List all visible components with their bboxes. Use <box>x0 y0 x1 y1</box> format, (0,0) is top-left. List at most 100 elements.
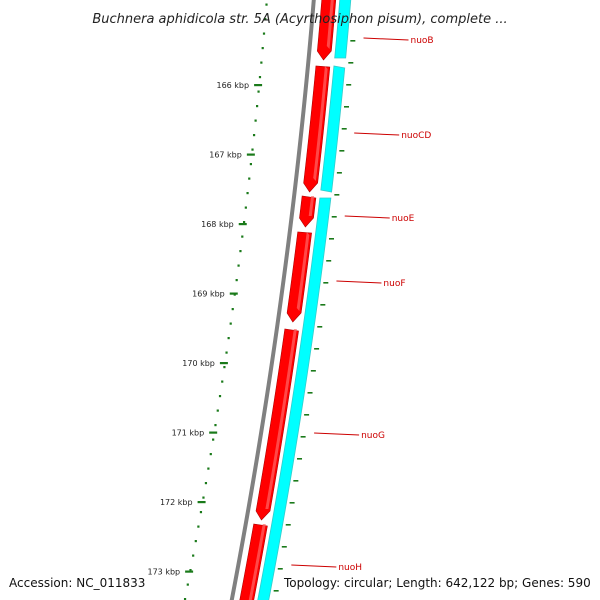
scale-dot <box>202 496 205 499</box>
track-mark <box>285 524 291 526</box>
scale-dot <box>251 148 254 151</box>
scale-dot <box>239 250 242 253</box>
scale-tick-label: 173 kbp <box>148 568 181 577</box>
scale-dot <box>257 90 260 93</box>
track-mark <box>326 260 332 262</box>
scale-dot <box>197 525 200 528</box>
scale-dot <box>249 163 252 166</box>
kbp-scale: 166 kbp 167 kbp 168 kbp 169 kbp 170 kbp 171 k… <box>148 3 356 600</box>
scale-dot <box>241 235 244 238</box>
scale-dot <box>218 395 222 398</box>
track-mark <box>350 40 356 42</box>
scale-tick-label: 170 kbp <box>182 359 215 368</box>
gene-label-nuoF: nuoF <box>383 279 405 289</box>
scale-tick-label: 168 kbp <box>201 220 234 229</box>
gene-feature-highlight <box>308 196 315 216</box>
scale-dot <box>248 177 251 180</box>
scale-dot <box>221 380 224 383</box>
gene-feature-highlight <box>313 66 328 181</box>
track-mark <box>273 590 279 592</box>
track-mark <box>317 326 323 328</box>
scale-dot <box>216 409 219 412</box>
scale-dot <box>189 569 192 572</box>
scale-dot <box>227 337 230 340</box>
track-mark <box>331 216 337 218</box>
gene-leader-line <box>291 564 337 568</box>
reverse-strand-feature <box>320 65 346 193</box>
scale-dot <box>237 264 240 267</box>
track-mark <box>346 84 352 86</box>
scale-tick-label: 166 kbp <box>216 81 249 90</box>
track-mark <box>304 414 310 416</box>
scale-dot <box>244 206 247 209</box>
topology-summary: Topology: circular; Length: 642,122 bp; … <box>283 576 591 590</box>
scale-dot <box>194 540 197 543</box>
gene-feature-highlight <box>248 524 266 600</box>
scale-dot <box>212 438 215 441</box>
scale-dot <box>204 482 208 485</box>
scale-dot <box>254 119 257 122</box>
gene-leader-line <box>363 37 409 41</box>
track-mark <box>323 282 329 284</box>
gene-leader-line <box>314 432 360 436</box>
gene-label-nuoG: nuoG <box>361 431 385 441</box>
scale-dot <box>231 308 234 311</box>
scale-dot <box>258 76 262 79</box>
gene-feature-highlight <box>326 0 334 49</box>
scale-tick <box>254 84 263 87</box>
scale-dot <box>199 511 203 514</box>
track-mark <box>320 304 326 306</box>
scale-dot <box>235 279 238 282</box>
track-mark <box>300 436 306 438</box>
track-mark <box>341 128 347 130</box>
scale-tick-label: 172 kbp <box>160 498 193 507</box>
gene-feature <box>317 0 337 61</box>
track-mark <box>344 106 350 108</box>
scale-dot <box>186 583 189 586</box>
scale-tick <box>185 570 194 573</box>
scale-dot <box>262 32 266 35</box>
scale-dot <box>207 467 210 470</box>
track-mark <box>307 392 313 394</box>
genome-backbone <box>229 0 316 600</box>
gene-leader-line <box>336 280 382 284</box>
gene-label-nuoB: nuoB <box>411 36 434 46</box>
scale-dot <box>265 3 268 6</box>
scale-tick-label: 171 kbp <box>172 429 205 438</box>
track-mark <box>336 172 342 174</box>
scale-tick <box>197 501 206 504</box>
track-mark <box>348 62 354 64</box>
scale-tick <box>219 362 228 365</box>
scale-dot <box>209 453 212 456</box>
track-mark <box>339 150 345 152</box>
scale-dot <box>264 18 267 21</box>
scale-tick-label: 169 kbp <box>192 290 225 299</box>
scale-dot <box>252 134 256 137</box>
gene-leader-line <box>354 132 400 136</box>
gene-labels: nuoB nuoCD nuoE nuoF nuoG nuoH <box>291 36 434 573</box>
gene-feature-highlight <box>265 329 297 509</box>
map-title: Buchnera aphidicola str. 5A (Acyrthosiph… <box>92 12 507 27</box>
feature-tracks <box>229 0 352 600</box>
scale-dot <box>242 221 246 224</box>
scale-tick <box>238 223 247 226</box>
scale-dot <box>256 105 259 108</box>
scale-dot <box>223 366 226 369</box>
scale-dot <box>246 192 249 195</box>
scale-dot <box>225 351 228 354</box>
track-mark <box>297 458 303 460</box>
track-mark <box>289 502 295 504</box>
scale-tick <box>229 292 238 295</box>
scale-dot <box>214 424 217 427</box>
track-mark <box>277 568 283 570</box>
scale-tick <box>246 153 255 156</box>
gene-feature-highlight <box>296 232 310 311</box>
scale-tick <box>209 431 218 434</box>
scale-dot <box>192 554 195 557</box>
reverse-strand-feature <box>334 0 352 59</box>
track-mark <box>293 480 299 482</box>
track-mark <box>314 348 320 350</box>
accession-label: Accession: NC_011833 <box>9 576 145 590</box>
